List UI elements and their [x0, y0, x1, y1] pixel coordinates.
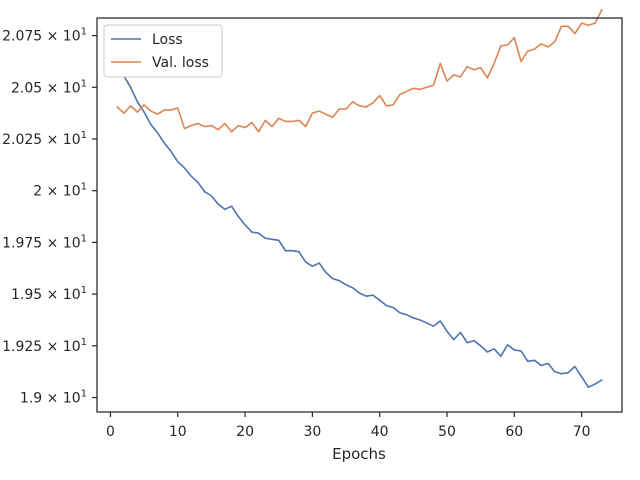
y-tick-label: 2.025 × 101 — [2, 130, 87, 148]
x-tick-label: 20 — [236, 424, 254, 440]
x-tick-label: 40 — [371, 424, 389, 440]
y-tick-mantissa: 2.075 × 10 — [2, 29, 81, 45]
y-tick-label: 1.925 × 101 — [2, 337, 87, 355]
x-tick-label: 10 — [169, 424, 187, 440]
y-tick-mantissa: 1.975 × 10 — [2, 235, 81, 251]
series-line-val-loss — [116, 8, 603, 133]
x-axis-label: Epochs — [332, 445, 386, 463]
y-tick-mantissa: 2.025 × 10 — [2, 132, 81, 148]
y-tick-exponent: 1 — [81, 130, 87, 141]
legend-box — [103, 24, 223, 78]
legend-label-loss: Loss — [152, 32, 183, 48]
y-tick-label: 1.95 × 101 — [11, 285, 87, 303]
y-tick-exponent: 1 — [81, 337, 87, 348]
x-tick-label: 50 — [438, 424, 456, 440]
plot-background — [97, 18, 622, 412]
y-tick-exponent: 1 — [81, 285, 87, 296]
y-tick-exponent: 1 — [81, 389, 87, 400]
y-tick-mantissa: 1.9 × 10 — [20, 391, 81, 407]
y-tick-mantissa: 2 × 10 — [33, 184, 80, 200]
y-tick-exponent: 1 — [81, 78, 87, 89]
x-tick-label: 60 — [505, 424, 523, 440]
x-tick-label: 0 — [106, 424, 115, 440]
y-tick-label: 1.9 × 101 — [20, 389, 87, 407]
y-tick-label: 2.075 × 101 — [2, 27, 87, 45]
y-tick-mantissa: 1.95 × 10 — [11, 287, 81, 303]
y-tick-exponent: 1 — [81, 27, 87, 38]
series-layer — [116, 8, 603, 388]
legend-label-val-loss: Val. loss — [152, 55, 209, 71]
x-axis: 0 10 20 30 40 50 60 70 — [106, 412, 591, 440]
y-tick-exponent: 1 — [81, 233, 87, 244]
y-tick-label: 1.975 × 101 — [2, 233, 87, 251]
y-tick-mantissa: 2.05 × 10 — [11, 80, 81, 96]
y-tick-exponent: 1 — [81, 182, 87, 193]
x-tick-label: 30 — [303, 424, 321, 440]
y-tick-label: 2 × 101 — [33, 182, 87, 200]
legend: Loss Val. loss — [103, 24, 223, 78]
series-line-loss — [116, 59, 603, 388]
y-tick-label: 2.05 × 101 — [11, 78, 87, 96]
y-tick-mantissa: 1.925 × 10 — [2, 339, 81, 355]
plot-frame — [96, 17, 623, 413]
x-tick-label: 70 — [573, 424, 591, 440]
